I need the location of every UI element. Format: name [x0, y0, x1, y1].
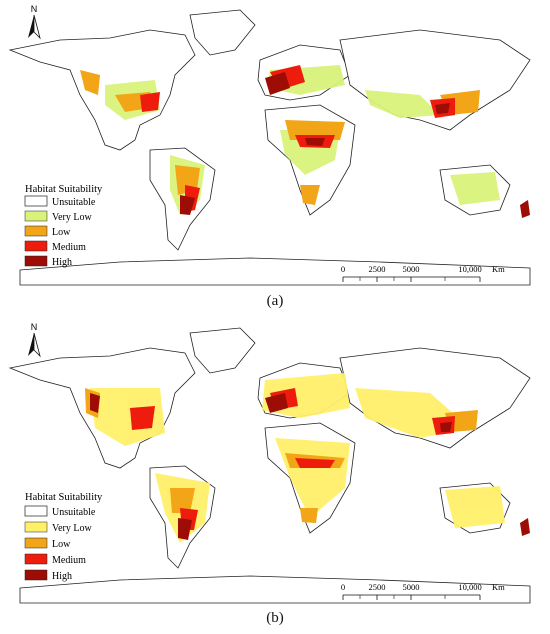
scale-tick-2500: 2500	[369, 582, 386, 592]
greenland	[189, 327, 256, 374]
legend-swatch-unsuitable	[24, 195, 48, 207]
legend-label-unsuitable: Unsuitable	[52, 197, 96, 208]
legend-label-low: Low	[52, 227, 71, 238]
legend-label-medium: Medium	[52, 555, 86, 566]
land-base	[8, 327, 531, 604]
land-base	[8, 9, 531, 286]
legend-title: Habitat Suitability	[25, 184, 103, 195]
legend-label-medium: Medium	[52, 242, 86, 253]
legend-swatch-very-low	[24, 210, 48, 222]
greenland	[189, 9, 256, 56]
world-map-b: N Habitat Suitability Unsuitable Very Lo…	[8, 322, 531, 604]
scale-tick-2500: 2500	[369, 264, 386, 274]
legend-label-very-low: Very Low	[52, 212, 92, 223]
scale-unit: Km	[492, 264, 505, 274]
scale-tick-5000: 5000	[403, 582, 420, 592]
caption-b: (b)	[266, 610, 284, 626]
legend-swatch-high	[24, 255, 48, 267]
svg-text:N: N	[31, 322, 38, 332]
legend-label-unsuitable: Unsuitable	[52, 507, 96, 518]
legend-label-high: High	[52, 571, 72, 582]
legend-title: Habitat Suitability	[25, 492, 103, 503]
legend-swatch-low	[24, 225, 48, 237]
antarctica	[19, 257, 531, 286]
legend-swatch-low	[24, 537, 48, 549]
scale-tick-0: 0	[341, 582, 345, 592]
legend-swatch-medium	[24, 240, 48, 252]
world-map-a: N Habitat Suitability Unsuitable Very Lo…	[8, 4, 531, 286]
legend-swatch-very-low	[24, 521, 48, 533]
north-arrow: N	[28, 322, 41, 358]
legend-swatch-medium	[24, 553, 48, 565]
suitability-high-b	[90, 393, 530, 540]
legend-label-high: High	[52, 257, 72, 268]
legend-swatch-high	[24, 569, 48, 581]
legend-swatch-unsuitable	[24, 505, 48, 517]
scale-bar: 0 2500 5000 10,000 Km	[341, 264, 505, 282]
antarctica	[19, 575, 531, 604]
scale-tick-10000: 10,000	[458, 264, 481, 274]
scale-unit: Km	[492, 582, 505, 592]
legend-label-low: Low	[52, 539, 71, 550]
svg-text:N: N	[31, 4, 38, 14]
scale-tick-0: 0	[341, 264, 345, 274]
legend: Habitat Suitability Unsuitable Very Low …	[24, 492, 103, 582]
legend-label-very-low: Very Low	[52, 523, 92, 534]
north-america	[8, 29, 196, 151]
suitability-high-a	[180, 72, 530, 218]
scale-tick-5000: 5000	[403, 264, 420, 274]
scale-bar: 0 2500 5000 10,000 Km	[341, 582, 505, 600]
legend: Habitat Suitability Unsuitable Very Low …	[24, 184, 103, 268]
map-panel-b: N Habitat Suitability Unsuitable Very Lo…	[0, 318, 550, 608]
scale-tick-10000: 10,000	[458, 582, 481, 592]
north-arrow: N	[28, 4, 41, 40]
caption-a: (a)	[266, 293, 284, 309]
map-panel-a: N Habitat Suitability Unsuitable Very Lo…	[0, 0, 550, 290]
